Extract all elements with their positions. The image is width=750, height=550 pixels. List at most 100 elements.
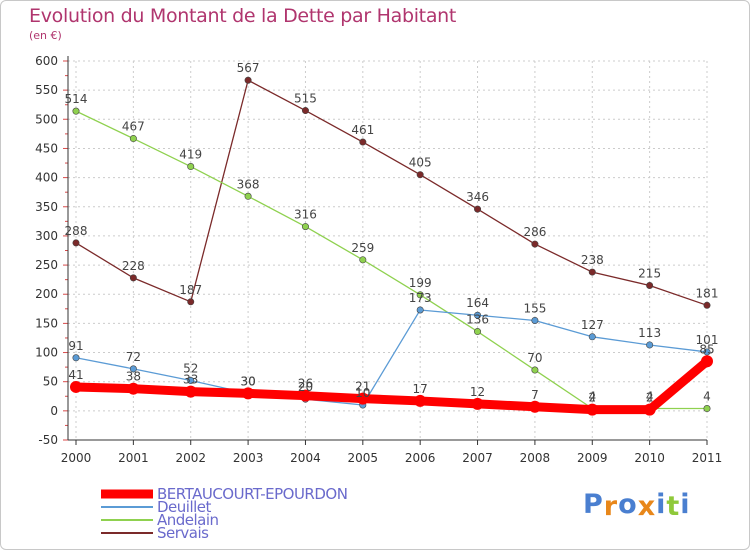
data-point-servais: [646, 281, 654, 289]
x-tick-label: 2008: [520, 451, 551, 465]
data-label-bertaucourt-epourdon: 2: [588, 391, 596, 405]
logo-letter: i: [656, 489, 667, 520]
data-point-bertaucourt-epourdon: [356, 392, 369, 405]
series-line-deuillet: [75, 309, 708, 406]
data-label-servais: 515: [294, 92, 317, 106]
x-tick-label: 2002: [175, 451, 206, 465]
data-point-servais: [129, 274, 137, 282]
data-label-andelain: 136: [466, 313, 489, 327]
data-point-bertaucourt-epourdon: [299, 389, 312, 402]
data-label-andelain: 70: [527, 351, 542, 365]
data-label-servais: 286: [523, 225, 546, 239]
y-tick-label: 400: [35, 171, 58, 185]
data-point-servais: [244, 76, 252, 84]
data-label-bertaucourt-epourdon: 2: [646, 391, 654, 405]
chart-title: Evolution du Montant de la Dette par Hab…: [29, 5, 457, 27]
logo-letter: x: [637, 491, 657, 522]
data-point-deuillet: [474, 311, 482, 319]
y-tick-label: 150: [35, 316, 58, 330]
data-label-deuillet: 72: [126, 350, 141, 364]
data-label-servais: 228: [122, 259, 145, 273]
data-point-andelain: [72, 107, 80, 115]
data-point-servais: [416, 171, 424, 179]
data-label-andelain: 259: [351, 241, 374, 255]
data-point-deuillet: [129, 365, 137, 373]
data-label-andelain: 4: [588, 390, 596, 404]
y-tick-label: 550: [35, 83, 58, 97]
x-tick-label: 2004: [290, 451, 321, 465]
data-point-andelain: [703, 405, 711, 413]
data-point-servais: [187, 298, 195, 306]
data-label-servais: 346: [466, 190, 489, 204]
x-tick-label: 2003: [233, 451, 264, 465]
data-point-servais: [359, 138, 367, 146]
logo-letter: t: [666, 491, 681, 522]
chart-subtitle: (en €): [29, 29, 62, 42]
data-label-servais: 288: [65, 224, 88, 238]
data-label-bertaucourt-epourdon: 12: [470, 385, 485, 399]
x-tick-label: 2011: [692, 451, 723, 465]
data-label-andelain: 419: [179, 148, 202, 162]
data-label-andelain: 514: [65, 92, 88, 106]
logo-letter: o: [618, 489, 638, 520]
data-label-bertaucourt-epourdon: 21: [355, 380, 370, 394]
data-label-bertaucourt-epourdon: 17: [413, 382, 428, 396]
data-label-andelain: 467: [122, 120, 145, 134]
data-label-deuillet: 127: [581, 318, 604, 332]
data-point-andelain: [531, 366, 539, 374]
data-point-deuillet: [72, 354, 80, 362]
x-tick-label: 2010: [634, 451, 665, 465]
data-point-andelain: [244, 192, 252, 200]
y-tick-label: 100: [35, 346, 58, 360]
data-point-andelain: [474, 328, 482, 336]
y-tick-label: 200: [35, 287, 58, 301]
series-line-bertaucourt-epourdon: [71, 356, 712, 415]
legend-label-bertaucourt-epourdon: BERTAUCOURT-EPOURDON: [157, 485, 347, 503]
data-label-deuillet: 20: [298, 380, 313, 394]
data-point-bertaucourt-epourdon: [528, 400, 541, 413]
grid-lines: [68, 60, 708, 441]
data-point-servais: [531, 240, 539, 248]
data-point-andelain: [416, 291, 424, 299]
data-point-andelain: [187, 163, 195, 171]
data-label-deuillet: 155: [523, 301, 546, 315]
x-tick-label: 2009: [577, 451, 608, 465]
data-point-andelain: [359, 256, 367, 264]
data-label-andelain: 4: [703, 390, 711, 404]
data-point-deuillet: [416, 306, 424, 314]
y-tick-label: 300: [35, 229, 58, 243]
data-label-servais: 461: [351, 123, 374, 137]
data-point-servais: [72, 239, 80, 247]
series-line-servais: [75, 79, 708, 306]
data-point-bertaucourt-epourdon: [701, 355, 713, 368]
data-label-bertaucourt-epourdon: 26: [298, 377, 313, 391]
proxiti-logo: Proxiti: [583, 489, 691, 522]
logo-letter: i: [680, 489, 691, 520]
data-label-deuillet: 101: [696, 333, 719, 347]
data-label-deuillet: 164: [466, 296, 489, 310]
y-tick-label: 250: [35, 258, 58, 272]
data-label-servais: 405: [409, 156, 432, 170]
data-point-andelain: [301, 223, 309, 231]
data-point-bertaucourt-epourdon: [586, 403, 599, 416]
legend-label-servais: Servais: [157, 524, 209, 542]
data-label-servais: 215: [638, 266, 661, 280]
data-point-servais: [588, 268, 596, 276]
y-tick-label: 500: [35, 112, 58, 126]
data-label-deuillet: 173: [409, 291, 432, 305]
data-point-servais: [474, 205, 482, 213]
x-tick-label: 2000: [61, 451, 92, 465]
x-tick-label: 2006: [405, 451, 436, 465]
x-tick-label: 2007: [462, 451, 493, 465]
data-label-deuillet: 91: [68, 339, 83, 353]
data-point-bertaucourt-epourdon: [643, 403, 656, 416]
data-point-deuillet: [703, 348, 711, 356]
y-tick-label: 50: [43, 375, 58, 389]
x-tick-label: 2001: [118, 451, 149, 465]
x-tick-label: 2005: [348, 451, 379, 465]
data-point-servais: [301, 107, 309, 115]
y-tick-label: 600: [35, 54, 58, 68]
data-label-deuillet: 52: [183, 362, 198, 376]
